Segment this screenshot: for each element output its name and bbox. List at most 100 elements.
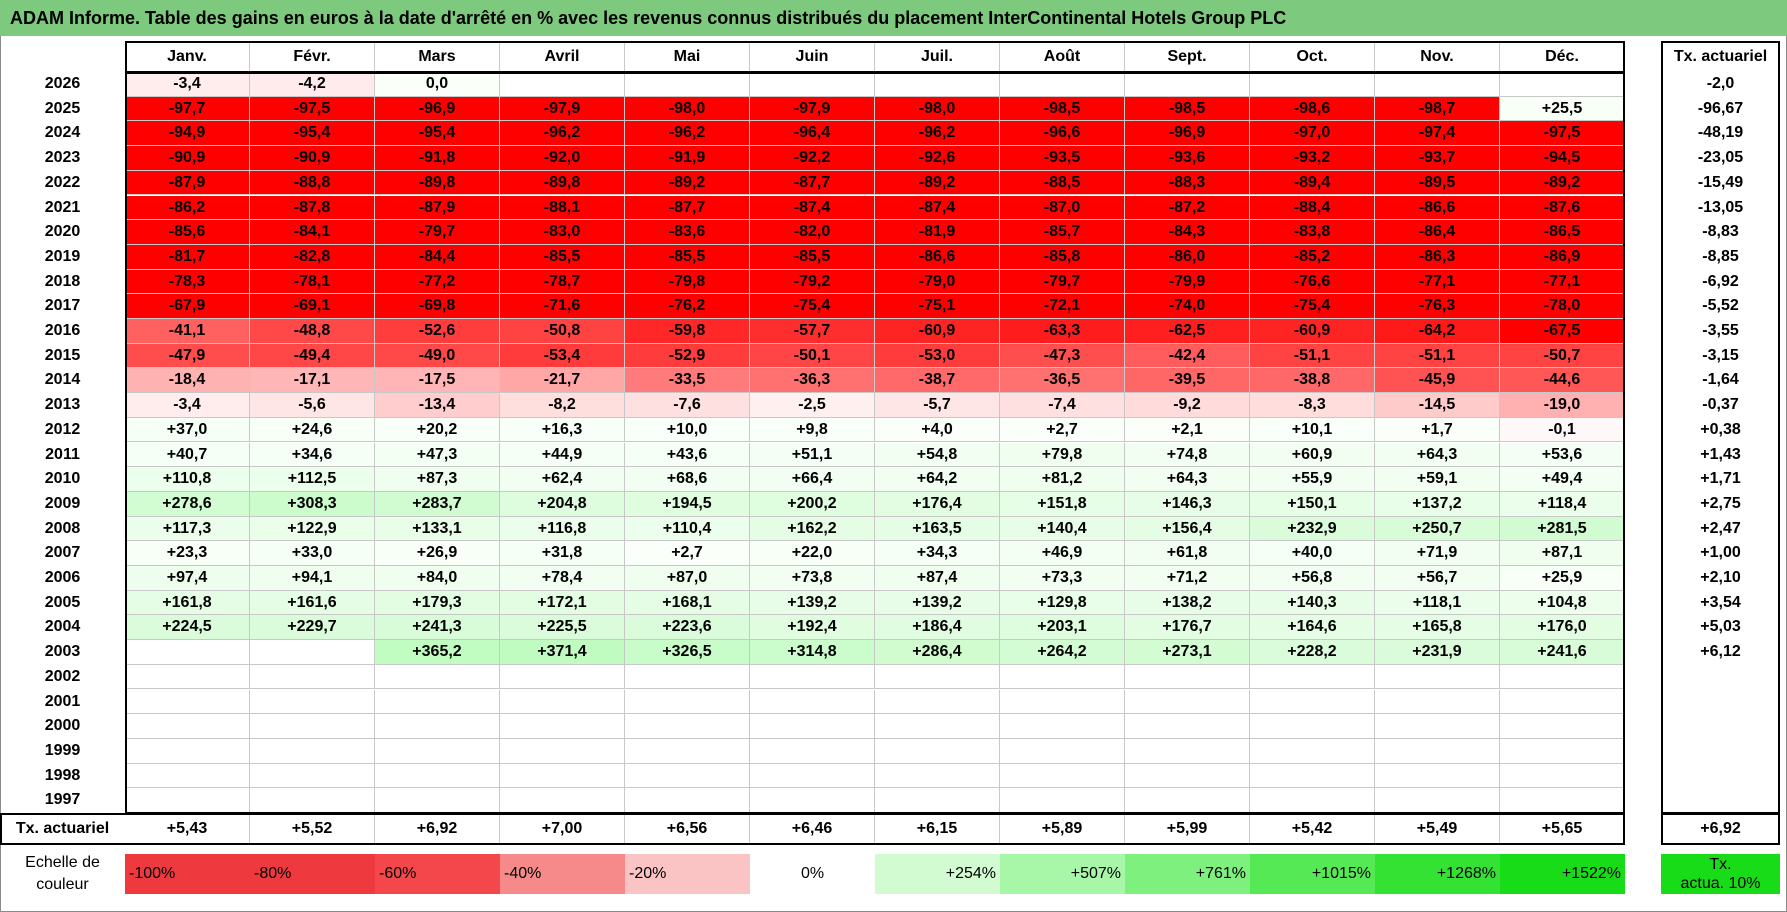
annual-rate-cell: -3,15 xyxy=(1702,346,1739,364)
table-cell: -79,0 xyxy=(875,269,1000,295)
table-cell: -44,6 xyxy=(1500,368,1625,394)
table-cell: -60,9 xyxy=(1250,319,1375,344)
table-cell: +33,0 xyxy=(250,541,375,566)
table-cell: -97,9 xyxy=(750,96,875,122)
table-cell xyxy=(500,664,625,690)
footer-rate-cell: +6,15 xyxy=(875,813,1000,845)
annual-rate-cell: +0,38 xyxy=(1700,420,1741,438)
footer-rate-cell: +5,65 xyxy=(1500,813,1625,845)
table-cell xyxy=(1500,664,1625,690)
table-cell: -87,7 xyxy=(750,170,875,196)
year-label: 2017 xyxy=(44,297,81,315)
table-cell: -97,0 xyxy=(1250,121,1375,147)
year-label: 1999 xyxy=(44,741,81,759)
table-cell: -98,6 xyxy=(1250,96,1375,122)
table-cell xyxy=(1250,714,1375,739)
table-cell: +194,5 xyxy=(625,491,750,517)
year-label: 2009 xyxy=(44,494,81,512)
annual-rate-cell: +1,71 xyxy=(1700,470,1741,488)
table-cell: +87,3 xyxy=(375,467,500,492)
table-cell: +161,6 xyxy=(250,590,375,616)
table-cell: +133,1 xyxy=(375,516,500,542)
table-cell: +46,9 xyxy=(1000,541,1125,566)
table-cell: +140,4 xyxy=(1000,516,1125,542)
table-cell: -98,0 xyxy=(625,96,750,122)
table-cell: -86,4 xyxy=(1375,220,1500,245)
table-cell: -88,8 xyxy=(250,170,375,196)
table-cell: +9,8 xyxy=(750,417,875,443)
month-header: Mars xyxy=(375,41,500,72)
table-cell: -36,5 xyxy=(1000,368,1125,394)
table-cell: +186,4 xyxy=(875,615,1000,641)
table-cell: -91,9 xyxy=(625,146,750,171)
annual-rate-cell xyxy=(1661,764,1780,789)
annual-rate-cell xyxy=(1661,690,1780,715)
table-cell: +22,0 xyxy=(750,541,875,566)
table-cell: -64,2 xyxy=(1375,319,1500,344)
table-cell: +64,2 xyxy=(875,467,1000,492)
table-cell: -90,9 xyxy=(125,146,250,171)
table-cell: -90,9 xyxy=(250,146,375,171)
table-cell: -86,6 xyxy=(875,244,1000,270)
table-cell xyxy=(1500,714,1625,739)
table-cell: -92,0 xyxy=(500,146,625,171)
legend-annual-line2: actua. 10% xyxy=(1680,875,1761,892)
table-cell: +62,4 xyxy=(500,467,625,492)
annual-rate-cell: +2,10 xyxy=(1700,569,1741,586)
table-cell: +283,7 xyxy=(375,491,500,517)
year-label: 2003 xyxy=(44,643,81,661)
table-cell: +34,3 xyxy=(875,541,1000,566)
table-cell: -71,6 xyxy=(500,294,625,319)
table-cell: +200,2 xyxy=(750,491,875,517)
table-cell xyxy=(250,689,375,715)
legend-annual-line1: Tx. xyxy=(1709,856,1732,873)
table-cell: +241,3 xyxy=(375,615,500,641)
month-header: Juil. xyxy=(875,41,1000,72)
table-cell: -87,4 xyxy=(750,195,875,221)
table-cell xyxy=(250,664,375,690)
table-cell: -0,1 xyxy=(1500,417,1625,443)
table-cell xyxy=(750,788,875,813)
table-cell xyxy=(750,763,875,789)
table-cell: +1,7 xyxy=(1375,417,1500,443)
table-cell: -82,8 xyxy=(250,244,375,270)
table-cell: -98,7 xyxy=(1375,96,1500,122)
table-cell: -85,5 xyxy=(750,244,875,270)
table-cell: -86,5 xyxy=(1500,220,1625,245)
table-cell: -87,7 xyxy=(625,195,750,221)
table-cell: -9,2 xyxy=(1125,393,1250,418)
table-cell: +224,5 xyxy=(125,615,250,641)
table-cell: +140,3 xyxy=(1250,590,1375,616)
annual-rate-cell: -6,92 xyxy=(1702,272,1739,290)
year-label: 2021 xyxy=(44,198,81,216)
table-cell: +81,2 xyxy=(1000,467,1125,492)
table-cell: +204,8 xyxy=(500,491,625,517)
table-cell: +64,3 xyxy=(1375,442,1500,468)
table-cell: -97,4 xyxy=(1375,121,1500,147)
table-cell: -8,2 xyxy=(500,393,625,418)
table-cell: -95,4 xyxy=(250,121,375,147)
table-cell: -89,8 xyxy=(500,170,625,196)
annual-rate-cell: -1,64 xyxy=(1702,371,1739,389)
table-cell: +61,8 xyxy=(1125,541,1250,566)
legend-label: Echelle de couleur xyxy=(0,850,125,898)
annual-rate-cell: -8,85 xyxy=(1702,247,1739,265)
table-cell: +40,7 xyxy=(125,442,250,468)
table-cell: +10,1 xyxy=(1250,417,1375,443)
table-cell xyxy=(1125,763,1250,789)
table-cell xyxy=(375,714,500,739)
table-cell xyxy=(750,664,875,690)
table-cell: +278,6 xyxy=(125,491,250,517)
table-cell xyxy=(625,738,750,764)
year-label: 2006 xyxy=(44,569,81,586)
table-cell xyxy=(1500,689,1625,715)
annual-rate-cell xyxy=(1661,714,1780,739)
table-cell: +172,1 xyxy=(500,590,625,616)
table-cell xyxy=(1000,714,1125,739)
legend-swatch: +1268% xyxy=(1375,854,1500,894)
table-cell: -85,8 xyxy=(1000,244,1125,270)
table-cell: -67,9 xyxy=(125,294,250,319)
annual-rate-cell: -15,49 xyxy=(1697,173,1744,191)
table-cell xyxy=(1250,664,1375,690)
table-cell xyxy=(875,763,1000,789)
